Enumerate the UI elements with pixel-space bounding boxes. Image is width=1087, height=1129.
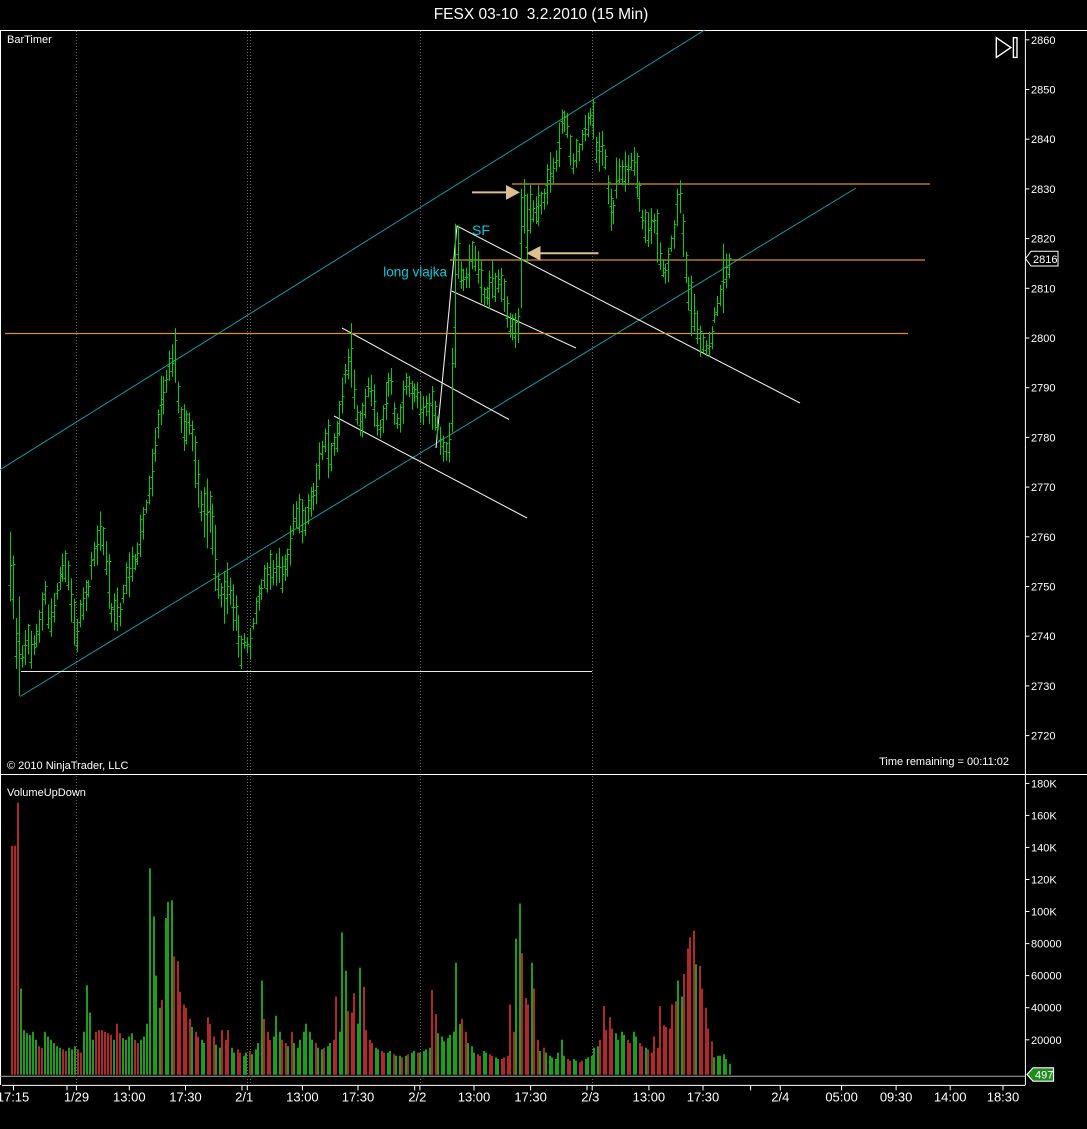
svg-text:140K: 140K [1031,842,1057,854]
svg-text:2770: 2770 [1031,482,1055,494]
svg-text:BarTimer: BarTimer [7,34,52,46]
svg-text:18:30: 18:30 [987,1090,1020,1105]
svg-text:2760: 2760 [1031,532,1055,544]
svg-text:Time remaining = 00:11:02: Time remaining = 00:11:02 [879,756,1009,768]
svg-text:2740: 2740 [1031,631,1055,643]
svg-text:14:00: 14:00 [934,1090,967,1105]
svg-text:40000: 40000 [1031,1003,1062,1015]
svg-text:FESX 03-10 3.2.2010 (15 Min): FESX 03-10 3.2.2010 (15 Min) [434,6,649,23]
svg-text:05:00: 05:00 [825,1090,858,1105]
svg-text:17:15: 17:15 [0,1090,29,1105]
svg-text:17:30: 17:30 [687,1090,720,1105]
svg-text:2790: 2790 [1031,383,1055,395]
svg-text:1/29: 1/29 [64,1090,89,1105]
svg-text:120K: 120K [1031,875,1057,887]
svg-text:2830: 2830 [1031,184,1055,196]
svg-text:60000: 60000 [1031,971,1062,983]
svg-text:2860: 2860 [1031,35,1055,47]
svg-text:17:30: 17:30 [342,1090,375,1105]
svg-text:2/1: 2/1 [235,1090,253,1105]
svg-text:2780: 2780 [1031,432,1055,444]
svg-text:160K: 160K [1031,810,1057,822]
svg-text:13:00: 13:00 [458,1090,491,1105]
svg-text:2730: 2730 [1031,681,1055,693]
svg-text:SF: SF [472,222,490,238]
svg-text:2720: 2720 [1031,731,1055,743]
svg-text:2820: 2820 [1031,234,1055,246]
svg-text:2840: 2840 [1031,134,1055,146]
svg-text:09:30: 09:30 [880,1090,913,1105]
svg-text:2750: 2750 [1031,582,1055,594]
svg-text:13:00: 13:00 [286,1090,319,1105]
svg-text:13:00: 13:00 [633,1090,666,1105]
svg-text:2/2: 2/2 [408,1090,426,1105]
svg-text:2/4: 2/4 [771,1090,789,1105]
svg-text:2850: 2850 [1031,85,1055,97]
svg-text:497: 497 [1035,1070,1053,1082]
svg-text:VolumeUpDown: VolumeUpDown [7,787,86,799]
svg-text:100K: 100K [1031,907,1057,919]
svg-text:2/3: 2/3 [581,1090,599,1105]
svg-text:2816: 2816 [1033,254,1057,266]
svg-text:80000: 80000 [1031,939,1062,951]
svg-text:2810: 2810 [1031,283,1055,295]
svg-text:20000: 20000 [1031,1035,1062,1047]
svg-text:© 2010 NinjaTrader, LLC: © 2010 NinjaTrader, LLC [7,760,128,772]
svg-text:long vlajka: long vlajka [383,265,447,280]
svg-text:180K: 180K [1031,778,1057,790]
svg-text:13:00: 13:00 [113,1090,146,1105]
svg-text:17:30: 17:30 [514,1090,547,1105]
svg-text:17:30: 17:30 [169,1090,202,1105]
svg-text:2800: 2800 [1031,333,1055,345]
